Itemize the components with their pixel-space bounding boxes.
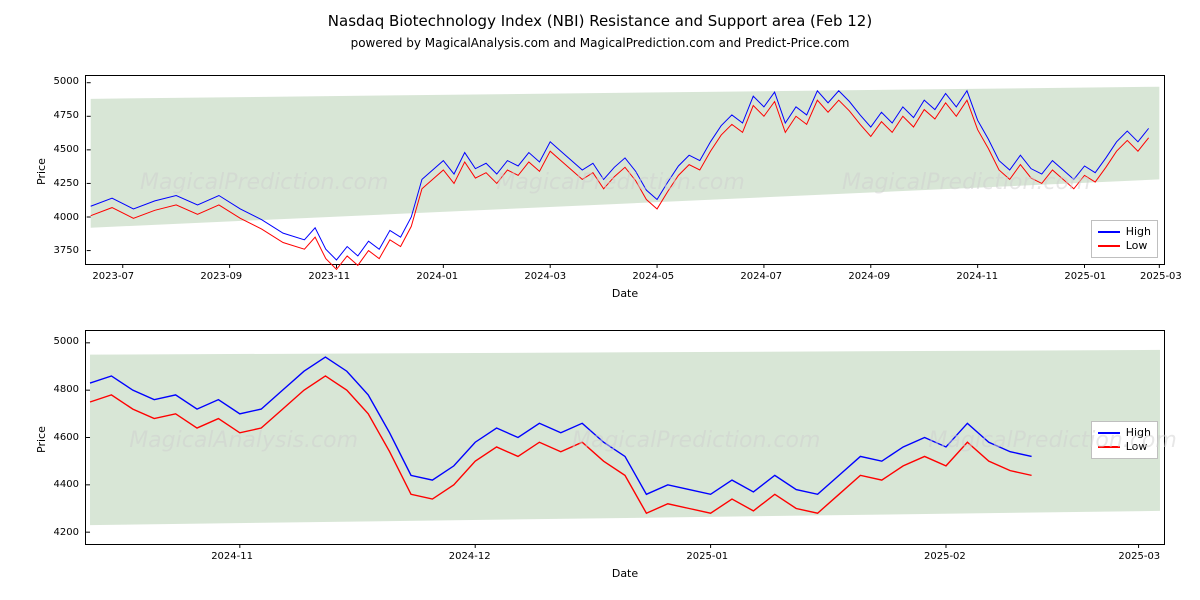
legend-item: High [1098, 225, 1151, 239]
xtick-label: 2024-05 [632, 271, 674, 282]
ytick-label: 4500 [54, 144, 79, 155]
xtick-label: 2023-09 [200, 271, 242, 282]
legend-item: Low [1098, 239, 1151, 253]
legend-label: High [1126, 225, 1151, 239]
bottom-chart-legend: High Low [1091, 421, 1158, 459]
legend-swatch [1098, 432, 1120, 434]
ytick-label: 4600 [54, 432, 79, 443]
chart-subtitle: powered by MagicalAnalysis.com and Magic… [0, 36, 1200, 50]
figure: Nasdaq Biotechnology Index (NBI) Resista… [0, 0, 1200, 600]
ytick-label: 4750 [54, 110, 79, 121]
xtick-label: 2023-11 [308, 271, 350, 282]
top-chart-legend: High Low [1091, 220, 1158, 258]
ytick-label: 3750 [54, 245, 79, 256]
ytick-label: 5000 [54, 76, 79, 87]
legend-label: Low [1126, 440, 1148, 454]
top-chart-svg [86, 76, 1164, 264]
xtick-label: 2025-01 [686, 551, 728, 562]
xtick-label: 2025-02 [924, 551, 966, 562]
xtick-label: 2024-12 [449, 551, 491, 562]
chart-title: Nasdaq Biotechnology Index (NBI) Resista… [0, 12, 1200, 30]
ytick-label: 4250 [54, 178, 79, 189]
legend-item: High [1098, 426, 1151, 440]
legend-swatch [1098, 245, 1120, 247]
support-resistance-band [91, 87, 1160, 228]
xtick-label: 2024-01 [416, 271, 458, 282]
xtick-label: 2024-09 [848, 271, 890, 282]
xtick-label: 2024-07 [740, 271, 782, 282]
xtick-label: 2024-11 [211, 551, 253, 562]
xtick-label: 2025-03 [1118, 551, 1160, 562]
bottom-chart-panel: High Low MagicalAnalysis.comMagicalPredi… [85, 330, 1165, 545]
ytick-label: 5000 [54, 336, 79, 347]
bottom-chart-svg [86, 331, 1164, 544]
legend-swatch [1098, 446, 1120, 448]
legend-item: Low [1098, 440, 1151, 454]
ytick-label: 4200 [54, 527, 79, 538]
legend-swatch [1098, 231, 1120, 233]
xtick-label: 2025-03 [1140, 271, 1182, 282]
ytick-label: 4800 [54, 384, 79, 395]
legend-label: Low [1126, 239, 1148, 253]
xtick-label: 2024-11 [956, 271, 998, 282]
ytick-label: 4400 [54, 479, 79, 490]
ytick-label: 4000 [54, 212, 79, 223]
legend-label: High [1126, 426, 1151, 440]
top-chart-panel: High Low MagicalPrediction.comMagicalPre… [85, 75, 1165, 265]
support-resistance-band [90, 350, 1160, 525]
xtick-label: 2025-01 [1064, 271, 1106, 282]
top-chart-xlabel: Date [85, 287, 1165, 300]
xtick-label: 2023-07 [92, 271, 134, 282]
bottom-chart-ylabel: Price [35, 426, 48, 453]
top-chart-ylabel: Price [35, 158, 48, 185]
xtick-label: 2024-03 [524, 271, 566, 282]
bottom-chart-xlabel: Date [85, 567, 1165, 580]
